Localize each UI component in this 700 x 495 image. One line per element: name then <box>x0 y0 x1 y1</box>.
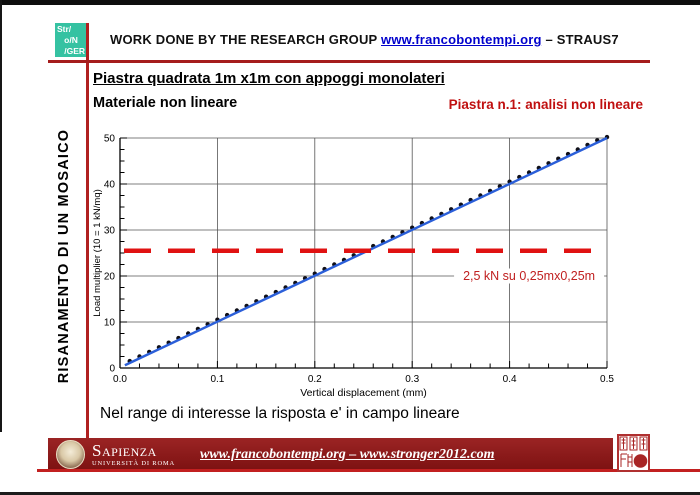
header-link[interactable]: www.francobontempi.org <box>381 32 542 47</box>
y-tick-label: 50 <box>104 134 116 145</box>
page-subtitle: Materiale non lineare <box>93 95 238 111</box>
university-name: Sapienza <box>92 440 157 460</box>
footer-links[interactable]: www.francobontempi.org – www.stronger201… <box>200 446 495 462</box>
analysis-note: Piastra n.1: analisi non lineare <box>448 97 643 112</box>
stronger-group-logo: Str/ o/N /GER <box>55 23 87 57</box>
header-title-prefix: WORK DONE BY THE RESEARCH GROUP <box>110 32 378 47</box>
x-axis-label: Vertical displacement (mm) <box>300 387 427 399</box>
y-tick-label: 20 <box>104 272 116 283</box>
annotation-bg <box>454 268 605 284</box>
footer-red-rule <box>37 469 700 472</box>
y-axis-label: Load multiplier (10 = 1 kN/mq) <box>92 189 103 317</box>
x-tick-label: 0.0 <box>113 374 127 385</box>
sidebar-vertical-label: RISANAMENTO DI UN MOSAICO <box>56 128 72 384</box>
annotation-text: 2,5 kN su 0,25mx0,25m <box>463 269 595 283</box>
x-tick-label: 0.3 <box>405 374 419 385</box>
logo-line: o/N <box>64 35 78 45</box>
load-displacement-chart: 0 10 20 30 40 50 0.0 0.1 0.2 0.3 0.4 0.5 2,5 kN su 0… <box>92 134 614 400</box>
header-title: WORK DONE BY THE RESEARCH GROUP www.fran… <box>110 32 670 47</box>
page-title: Piastra quadrata 1m x1m con appoggi mono… <box>93 70 445 87</box>
conclusion-text: Nel range di interesse la risposta e' in… <box>100 405 460 422</box>
header-underline-rule <box>48 60 650 63</box>
sapienza-emblem-icon <box>56 440 85 469</box>
y-tick-label: 30 <box>104 226 116 237</box>
seal-glyphs <box>619 436 648 468</box>
x-tick-label: 0.4 <box>503 374 517 385</box>
x-tick-label: 0.5 <box>600 374 614 385</box>
y-tick-label: 0 <box>109 364 115 375</box>
y-tick-label: 10 <box>104 318 116 329</box>
bottom-window-edge <box>0 492 700 495</box>
logo-line: /GER <box>64 46 85 56</box>
fbo-seal-stamp-icon <box>617 434 650 472</box>
footer-band: Sapienza Università di Roma www.francobo… <box>48 438 613 471</box>
y-tick-label: 40 <box>104 180 116 191</box>
x-tick-label: 0.2 <box>308 374 322 385</box>
sapienza-wordmark: Sapienza Università di Roma <box>92 442 175 468</box>
logo-line: Str/ <box>57 24 72 34</box>
header-title-suffix: – STRAUS7 <box>545 32 619 47</box>
red-vertical-divider <box>86 23 89 438</box>
left-window-edge <box>0 0 2 432</box>
top-window-edge <box>0 0 700 5</box>
university-subtitle: Università di Roma <box>92 459 176 467</box>
x-tick-label: 0.1 <box>210 374 224 385</box>
